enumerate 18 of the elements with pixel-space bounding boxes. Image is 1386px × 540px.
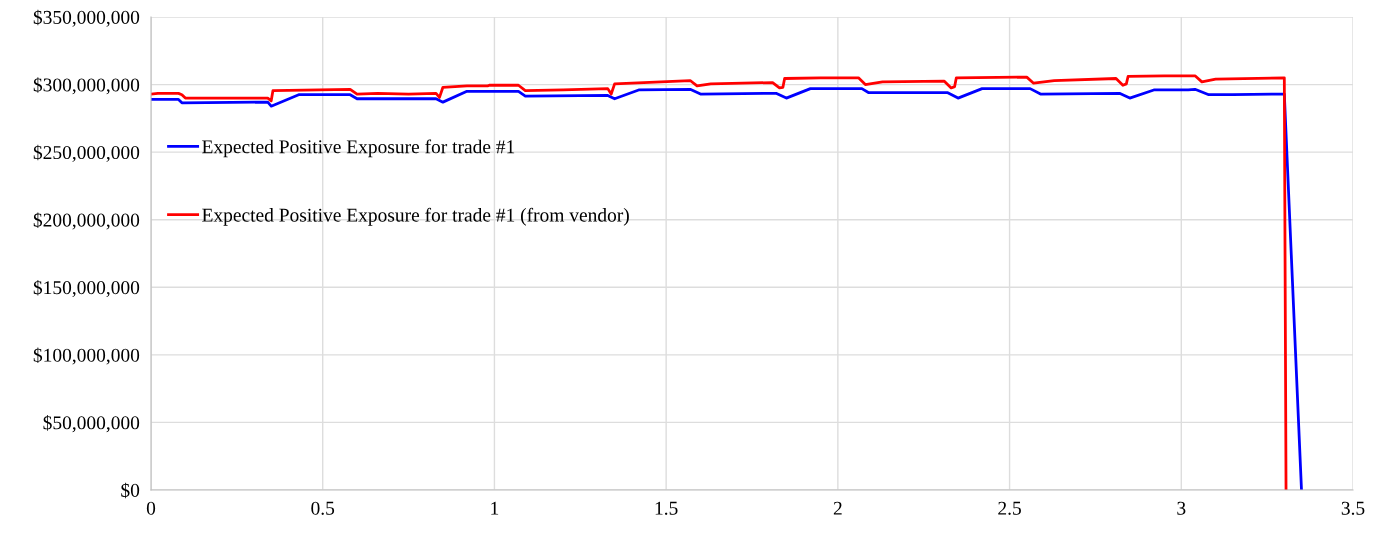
y-tick-label: $250,000,000: [33, 144, 140, 162]
x-tick-label: 0.5: [311, 501, 335, 515]
x-tick-label: 2.5: [998, 501, 1021, 515]
legend-label: Expected Positive Exposure for trade #1 (from vendor): [202, 207, 629, 226]
y-tick-label: $350,000,000: [33, 9, 140, 27]
x-tick-label: 2: [833, 501, 842, 515]
x-tick-label: 1.5: [655, 501, 678, 515]
y-tick-label: $150,000,000: [33, 279, 140, 298]
x-tick-label: 3: [1177, 501, 1186, 515]
y-tick-label: $50,000,000: [43, 415, 140, 433]
x-tick-label: 3.5: [1341, 501, 1365, 515]
y-tick-label: $0: [121, 482, 140, 499]
y-tick-label: $200,000,000: [33, 212, 140, 230]
y-tick-label: $100,000,000: [33, 347, 140, 365]
y-tick-label: $300,000,000: [33, 77, 140, 95]
x-tick-label: 0: [146, 501, 156, 515]
x-tick-label: 1: [491, 501, 499, 515]
legend-label: Expected Positive Exposure for trade #1: [202, 139, 515, 158]
